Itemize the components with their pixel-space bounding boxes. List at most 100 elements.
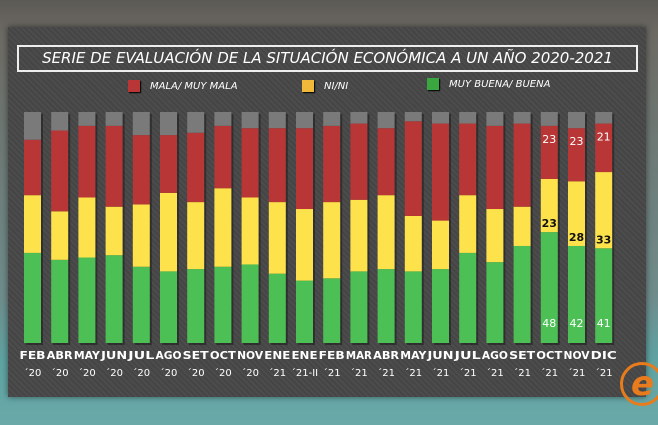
bar-segment xyxy=(241,128,259,198)
x-tick-label-month: AGO xyxy=(482,349,508,362)
bar-segment xyxy=(51,130,69,212)
bar-segment xyxy=(78,257,96,343)
bar-segment xyxy=(160,135,177,193)
x-tick-label-year: ´20 xyxy=(78,367,96,379)
bar-segment xyxy=(377,269,395,343)
bar-segment xyxy=(404,271,422,343)
bar-segment xyxy=(513,206,531,246)
bar-segment xyxy=(486,112,504,126)
bar-segment xyxy=(187,112,205,133)
channel-logo: e xyxy=(620,362,658,406)
x-tick-label-month: ENE xyxy=(292,349,318,362)
x-tick-label-month: ABR xyxy=(373,349,400,362)
bar-segment xyxy=(432,220,449,270)
x-tick-label-month: NOV xyxy=(564,349,590,362)
legend-item-buena: MUY BUENA/ BUENA xyxy=(427,78,550,90)
bar-segment xyxy=(513,245,531,343)
x-tick-label-year: ´20 xyxy=(105,367,123,379)
x-tick-label-month: JUL xyxy=(127,349,154,362)
chart-title: SERIE DE EVALUACIÓN DE LA SITUACIÓN ECON… xyxy=(17,45,638,72)
bar-segment xyxy=(459,195,477,253)
bar-segment xyxy=(78,197,96,258)
data-label: 23 xyxy=(542,133,556,146)
bar-segment xyxy=(323,202,341,279)
bar-segment xyxy=(432,123,449,221)
bar-segment xyxy=(160,112,177,136)
x-tick-label-year: ´20 xyxy=(187,367,205,379)
legend-item-mala: MALA/ MUY MALA xyxy=(128,80,238,92)
x-tick-label-year: ´21-II xyxy=(291,367,318,379)
bar-segment xyxy=(51,259,69,343)
bar-segment xyxy=(187,132,205,203)
bar-segment xyxy=(51,112,69,131)
bar-segment xyxy=(241,197,259,265)
bar-segment xyxy=(105,112,123,126)
x-tick-label-month: JUN xyxy=(100,349,127,362)
bar-segment xyxy=(78,112,96,126)
bar-segment xyxy=(268,202,286,274)
bar-segment xyxy=(241,264,259,343)
x-tick-label-year: ´20 xyxy=(160,367,178,379)
bar-segment xyxy=(214,266,232,343)
bar-segment xyxy=(78,125,96,198)
bar-segment xyxy=(214,112,232,126)
bar-segment xyxy=(595,123,613,173)
legend-swatch-green xyxy=(427,78,439,90)
bar-segment xyxy=(350,271,368,343)
bar-segment xyxy=(350,112,368,124)
x-tick-label-month: MAR xyxy=(346,349,372,362)
bar-segment xyxy=(595,112,613,124)
bar-segment xyxy=(24,139,41,196)
x-tick-label-month: ABR xyxy=(47,349,74,362)
legend-swatch-red xyxy=(128,80,140,92)
x-tick-label-month: SET xyxy=(509,349,536,362)
bar-segment xyxy=(350,123,368,200)
legend-label: MUY BUENA/ BUENA xyxy=(449,78,551,90)
bar-segment xyxy=(160,271,177,343)
bar-segment xyxy=(377,112,395,129)
x-tick-label-year: ´21 xyxy=(432,367,450,379)
bar-segment xyxy=(350,199,368,272)
bar-segment xyxy=(105,125,123,207)
legend-label: MALA/ MUY MALA xyxy=(150,80,238,92)
x-tick-label-month: NOV xyxy=(237,349,263,362)
x-tick-label-year: ´20 xyxy=(241,367,259,379)
bar-segment xyxy=(187,202,205,270)
bar-segment xyxy=(432,112,449,124)
bar-segment xyxy=(160,192,177,272)
x-tick-label-year: ´21 xyxy=(404,367,422,379)
bar-segment xyxy=(24,195,41,253)
bar-segment xyxy=(105,255,123,343)
bar-segment xyxy=(404,121,422,216)
bar-segment xyxy=(241,112,259,129)
bar-segment xyxy=(377,128,395,196)
bar-segment xyxy=(132,204,150,267)
data-label: 23 xyxy=(542,217,557,230)
bar-segment xyxy=(459,123,477,196)
legend-item-nini: NI/NI xyxy=(302,80,348,92)
bar-segment xyxy=(51,211,69,260)
bar-segment xyxy=(595,248,613,343)
bar-segment xyxy=(540,125,558,179)
data-label: 21 xyxy=(597,131,611,144)
bar-segment xyxy=(132,112,150,136)
x-tick-label-month: OCT xyxy=(536,349,563,362)
x-tick-label-year: ´21 xyxy=(595,367,613,379)
x-tick-label-month: JUL xyxy=(453,349,480,362)
x-tick-label-year: ´20 xyxy=(24,367,42,379)
bar-segment xyxy=(568,245,585,343)
x-tick-label-year: ´21 xyxy=(568,367,586,379)
bar-segment xyxy=(404,215,422,272)
bar-segment xyxy=(296,280,313,343)
bar-segment xyxy=(105,206,123,256)
data-label: 28 xyxy=(569,231,584,244)
bar-segment xyxy=(132,135,150,205)
x-tick-label-month: JUN xyxy=(426,349,453,362)
bar-segment xyxy=(268,112,286,129)
bar-segment xyxy=(540,112,558,126)
x-tick-label-year: ´21 xyxy=(268,367,286,379)
bar-segment xyxy=(323,125,341,203)
x-tick-label-year: ´20 xyxy=(132,367,150,379)
x-tick-label-month: FEB xyxy=(319,349,345,362)
